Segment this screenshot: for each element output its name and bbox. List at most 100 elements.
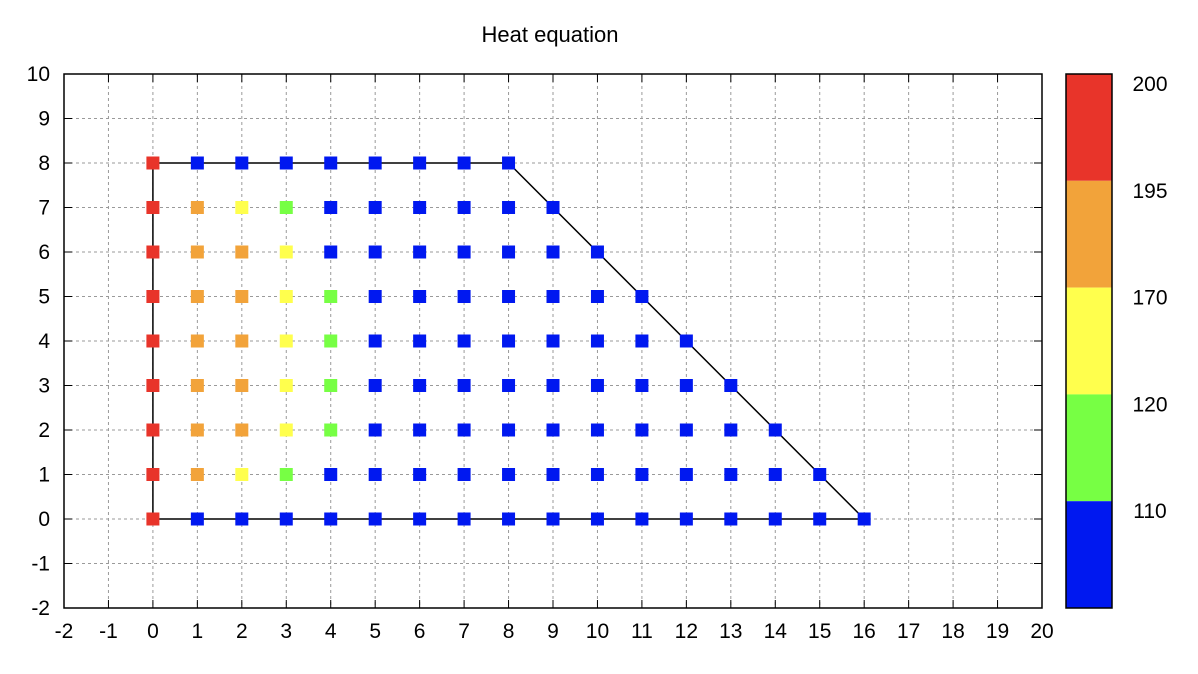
- x-tick-label: 0: [147, 620, 159, 643]
- x-tick-label: 11: [631, 620, 653, 643]
- x-tick-label: 16: [853, 620, 876, 643]
- data-point: [235, 201, 249, 214]
- x-tick-label: 9: [547, 620, 559, 643]
- data-point: [235, 423, 249, 437]
- data-point: [413, 201, 427, 214]
- data-point: [679, 512, 693, 526]
- data-point: [368, 245, 382, 259]
- data-point: [590, 290, 604, 303]
- data-point: [190, 379, 204, 392]
- data-point: [546, 334, 560, 348]
- data-point: [724, 423, 738, 437]
- chart-title: Heat equation: [482, 22, 619, 47]
- x-tick-label: 3: [280, 620, 292, 643]
- x-tick-label: 5: [369, 620, 381, 643]
- data-point: [502, 245, 516, 259]
- data-point: [813, 512, 827, 526]
- data-point: [457, 468, 471, 481]
- data-point: [235, 334, 249, 348]
- data-point: [279, 379, 293, 392]
- y-tick-label: -1: [31, 553, 50, 576]
- colorbar-label: 195: [1132, 180, 1167, 203]
- data-point: [235, 468, 249, 481]
- x-tick-label: 4: [325, 620, 337, 643]
- y-tick-label: 6: [38, 241, 50, 264]
- x-tick-label: 13: [719, 620, 742, 643]
- y-tick-label: 2: [38, 419, 50, 442]
- data-point: [368, 423, 382, 437]
- data-point: [590, 512, 604, 526]
- data-point: [146, 334, 160, 348]
- data-point: [546, 423, 560, 437]
- colorbar-band: [1066, 287, 1112, 395]
- y-tick-label: -2: [31, 597, 50, 620]
- data-point: [724, 468, 738, 481]
- data-point: [590, 423, 604, 437]
- y-tick-label: 9: [38, 108, 50, 131]
- data-point: [324, 156, 338, 170]
- x-tick-label: 14: [764, 620, 788, 643]
- colorbar-label: 200: [1132, 73, 1167, 96]
- data-point: [502, 201, 516, 214]
- data-point: [190, 468, 204, 481]
- data-point: [635, 334, 649, 348]
- data-point: [635, 423, 649, 437]
- x-tick-label: 18: [941, 620, 964, 643]
- data-point: [590, 468, 604, 481]
- x-tick-label: 1: [192, 620, 204, 643]
- data-point: [190, 245, 204, 259]
- colorbar-band: [1066, 501, 1112, 608]
- colorbar-band: [1066, 394, 1112, 502]
- data-point: [235, 245, 249, 259]
- data-point: [368, 468, 382, 481]
- data-point: [324, 245, 338, 259]
- data-point: [590, 245, 604, 259]
- data-point: [724, 379, 738, 392]
- data-point: [413, 334, 427, 348]
- data-point: [457, 512, 471, 526]
- data-point: [235, 156, 249, 170]
- y-axis-ticks: -2 -1 0 1 2 3 4 5 6 7 8 9 10: [27, 63, 1042, 620]
- y-tick-label: 1: [38, 464, 50, 487]
- data-point: [146, 379, 160, 392]
- x-tick-label: 20: [1030, 620, 1053, 643]
- x-axis-ticks: -2 -1 0 1 2 3 4 5 6 7 8 9 10 11 12 13 14 15 16 17 18 19 20: [55, 74, 1054, 643]
- data-point: [502, 290, 516, 303]
- data-point: [279, 334, 293, 348]
- data-point: [324, 468, 338, 481]
- colorbar: 200 195 170 120 110: [1065, 73, 1168, 609]
- data-point: [146, 156, 160, 170]
- data-point: [457, 201, 471, 214]
- data-point: [368, 334, 382, 348]
- data-point: [635, 290, 649, 303]
- y-tick-label: 5: [38, 286, 50, 309]
- colorbar-frame: [1065, 73, 1113, 609]
- data-point: [279, 423, 293, 437]
- data-point: [546, 201, 560, 214]
- data-point: [679, 468, 693, 481]
- data-point: [546, 512, 560, 526]
- data-point: [546, 379, 560, 392]
- data-point: [324, 201, 338, 214]
- data-point: [502, 512, 516, 526]
- data-point: [457, 379, 471, 392]
- data-point: [279, 512, 293, 526]
- x-tick-label: -2: [55, 620, 74, 643]
- data-point: [235, 512, 249, 526]
- x-tick-label: 19: [986, 620, 1009, 643]
- x-tick-label: 17: [897, 620, 920, 643]
- data-point: [413, 423, 427, 437]
- data-point: [279, 290, 293, 303]
- data-point: [546, 245, 560, 259]
- x-tick-label: 2: [236, 620, 248, 643]
- data-point: [457, 423, 471, 437]
- data-point: [146, 423, 160, 437]
- data-point: [146, 512, 160, 526]
- data-point: [590, 379, 604, 392]
- data-point: [279, 468, 293, 481]
- data-point: [502, 334, 516, 348]
- x-tick-label: 7: [458, 620, 470, 643]
- data-point: [279, 156, 293, 170]
- data-point: [190, 201, 204, 214]
